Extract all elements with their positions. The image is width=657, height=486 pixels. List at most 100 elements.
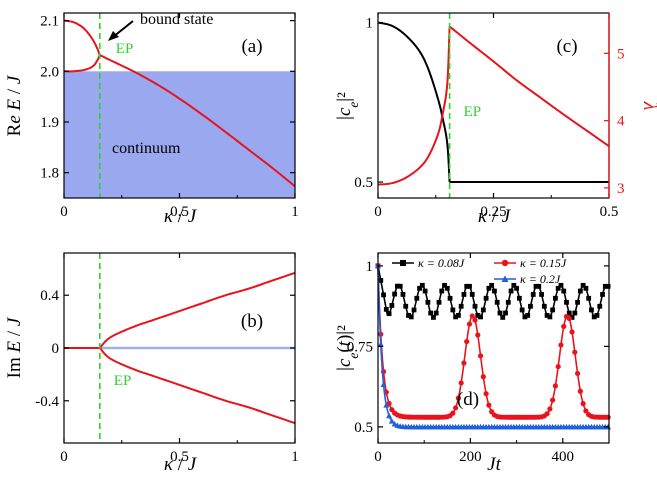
marker-square	[392, 291, 398, 297]
marker-square	[383, 306, 389, 312]
ep-label-b: EP	[114, 373, 132, 389]
continuum-label: continuum	[112, 140, 181, 157]
marker-square	[469, 292, 475, 297]
marker-square	[397, 283, 403, 289]
curve-a-0	[63, 19, 101, 56]
x-axis-label-c: κ / J	[478, 206, 512, 227]
marker-circle	[477, 353, 484, 359]
y-axis-label-d: |ce(t)|²	[334, 325, 361, 371]
x-tick-label-a: 0	[60, 204, 68, 220]
marker-square	[564, 299, 569, 305]
marker-square	[492, 288, 497, 294]
legend-d: κ = 0.08J κ = 0.15J κ = 0.2J	[392, 256, 567, 286]
panel-d: 0 200 400 0.5 0.75 1 κ = 0.08J κ = 0.15J κ = 0.2…	[334, 252, 612, 475]
marker-circle	[569, 329, 575, 335]
marker-square	[547, 314, 553, 320]
y-tick-label-a: 2.0	[40, 64, 59, 80]
marker-circle	[547, 406, 553, 412]
bound-state-label: bound state	[140, 11, 213, 28]
marker-square	[591, 314, 597, 320]
marker-square	[475, 313, 481, 318]
y-right-tick-label-c: 3	[617, 181, 625, 197]
marker-square	[406, 313, 411, 318]
panel-label-b: (b)	[241, 311, 263, 332]
y-right-tick-label-c: 4	[617, 114, 625, 130]
marker-square	[530, 292, 536, 297]
marker-circle	[577, 388, 583, 394]
marker-square	[489, 282, 495, 288]
marker-square	[555, 285, 561, 291]
marker-square	[589, 307, 594, 313]
marker-triangle	[380, 381, 387, 387]
y-right-tick-label-c: 5	[617, 46, 625, 62]
y-axis-label-right-c: λ	[639, 101, 657, 111]
marker-circle	[455, 395, 461, 401]
marker-square	[480, 307, 486, 313]
marker-circle	[558, 342, 564, 348]
marker-square	[586, 295, 592, 301]
ep-label-a: EP	[116, 41, 134, 57]
marker-square	[417, 285, 422, 291]
marker-square	[433, 310, 439, 316]
marker-square	[494, 299, 500, 305]
marker-circle	[580, 401, 586, 407]
marker-triangle	[377, 341, 384, 347]
marker-square	[597, 303, 603, 309]
y-tick-label-a: 1.8	[40, 166, 59, 182]
curve-c-0-0	[377, 21, 451, 183]
x-axis-label-a: κ / J	[164, 206, 198, 227]
marker-circle	[480, 374, 486, 380]
legend-label-1: κ = 0.15J	[520, 256, 567, 270]
marker-square	[425, 299, 431, 305]
y-axis-label-a: Re E / J	[4, 74, 25, 136]
curve-c-1-1	[448, 25, 610, 148]
legend-label-2: κ = 0.2J	[520, 272, 561, 286]
marker-square	[544, 313, 550, 318]
marker-circle	[450, 410, 456, 416]
y-axis-label-b: Im E / J	[4, 316, 25, 378]
marker-square	[594, 313, 600, 318]
marker-square	[408, 314, 414, 320]
marker-square	[389, 303, 395, 308]
marker-square	[525, 313, 531, 318]
x-tick-label-c: 0	[374, 204, 382, 220]
marker-triangle	[388, 418, 395, 424]
marker-square	[450, 307, 456, 313]
marker-circle	[572, 349, 578, 355]
marker-square	[566, 310, 572, 316]
panel-a: 0 0.5 1 1.8 1.9 2.0 2.1 EP (a) bound state continu…	[4, 11, 299, 227]
ep-label-c: EP	[464, 104, 482, 120]
panel-label-d: (d)	[457, 389, 479, 410]
x-tick-label-b: 0.5	[170, 449, 189, 465]
marker-square	[447, 295, 453, 301]
marker-square	[428, 310, 434, 316]
x-tick-label-a: 1	[291, 204, 299, 220]
marker-square	[442, 282, 447, 288]
marker-square	[381, 292, 386, 298]
marker-square	[577, 288, 583, 294]
marker-square	[400, 292, 406, 297]
y-tick-label-d: 0.5	[354, 420, 373, 436]
y-tick-label-a: 1.9	[40, 115, 59, 131]
marker-square	[444, 285, 450, 291]
curve-a-2	[99, 54, 296, 188]
marker-square	[550, 307, 556, 313]
marker-square	[500, 315, 506, 320]
marker-circle	[552, 383, 559, 389]
marker-circle	[550, 397, 556, 403]
marker-square	[533, 283, 539, 289]
marker-circle	[483, 391, 489, 397]
x-tick-label-d: 200	[459, 449, 482, 465]
curve-c-1-0	[377, 26, 451, 186]
marker-square	[478, 314, 483, 320]
marker-square	[458, 303, 464, 309]
panel-label-a: (a)	[241, 36, 262, 57]
legend-label-0: κ = 0.08J	[418, 256, 465, 270]
marker-square	[472, 303, 478, 309]
x-tick-label-c: 0.5	[600, 204, 619, 220]
marker-square	[439, 288, 445, 294]
marker-triangle	[386, 412, 393, 419]
marker-square	[467, 283, 472, 289]
marker-square	[602, 283, 608, 289]
